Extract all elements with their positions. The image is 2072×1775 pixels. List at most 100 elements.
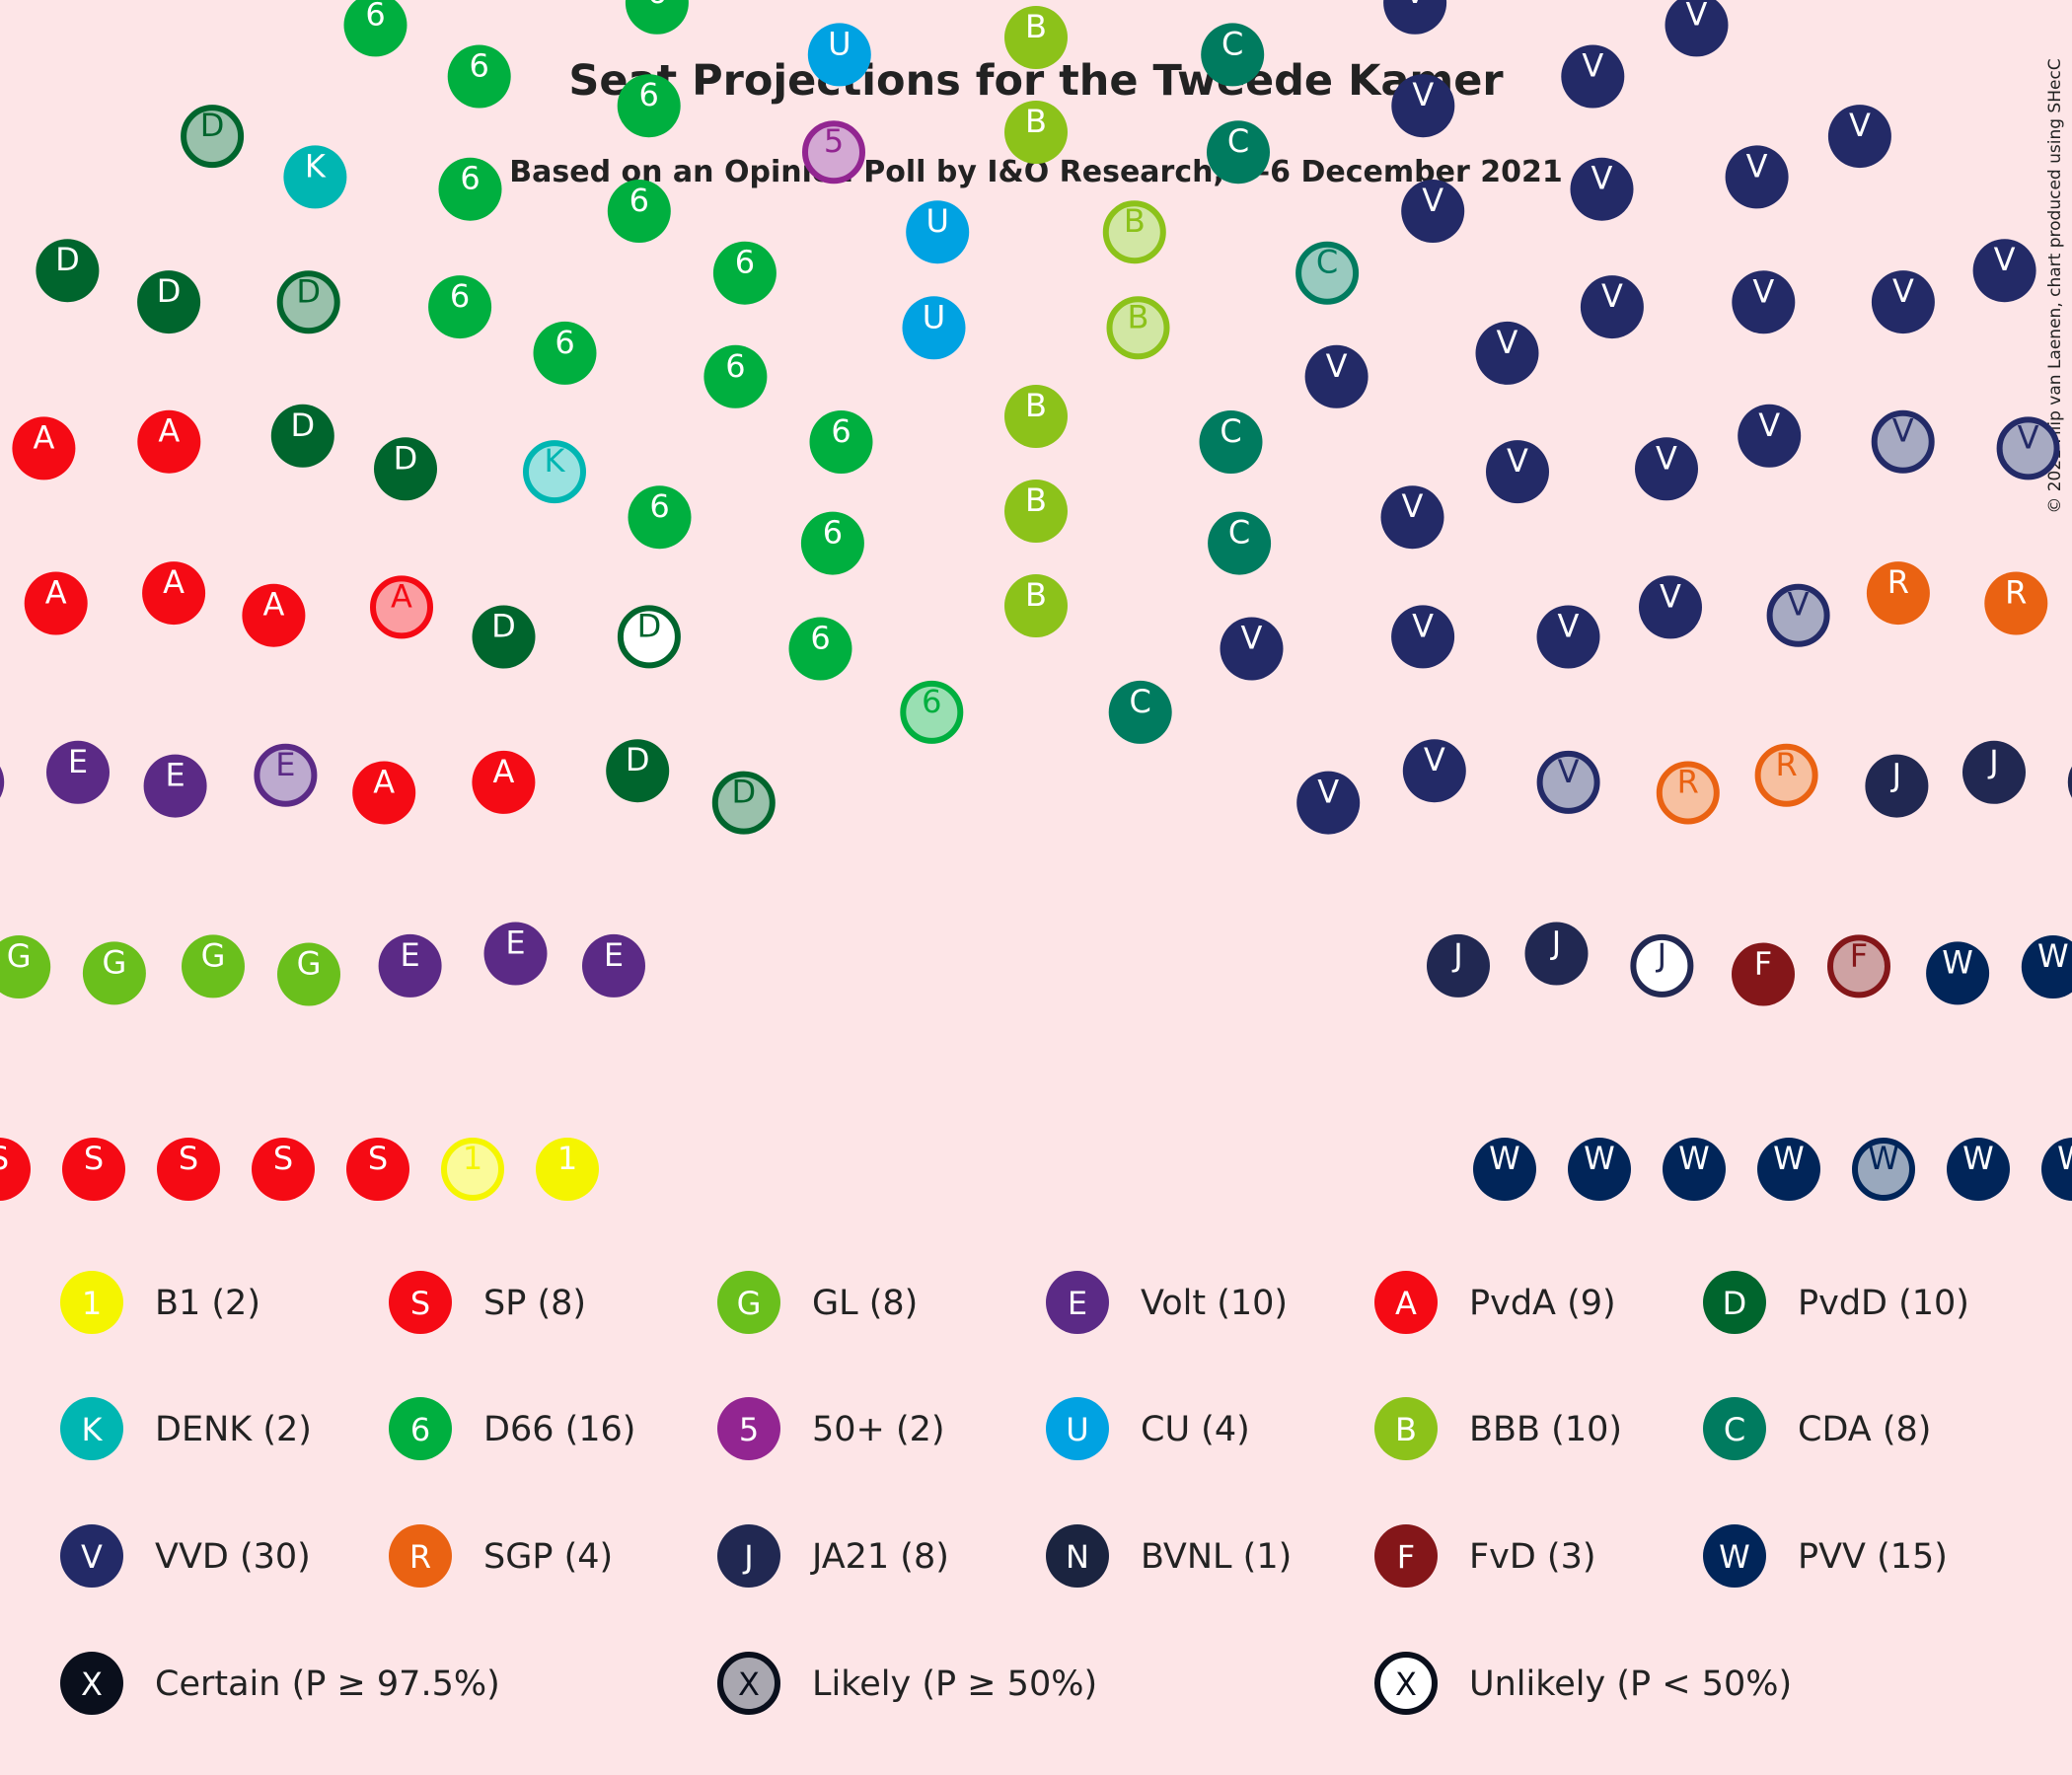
seat-d66: 6	[900, 680, 964, 744]
seat-pvv: W	[2041, 1138, 2072, 1201]
seat-letter: 6	[639, 76, 659, 113]
legend-label: SP (8)	[483, 1284, 586, 1323]
seat-letter: C	[1227, 122, 1249, 160]
seat-bbb: B	[1106, 296, 1170, 360]
seat-letter: J	[742, 1538, 753, 1576]
seat-letter: G	[7, 937, 32, 975]
seat-cu: U	[807, 23, 871, 87]
seat-pvdd: D	[137, 270, 201, 334]
seat-letter: V	[2018, 418, 2039, 456]
seat-letter: A	[373, 764, 395, 801]
seat-letter: D	[637, 607, 662, 644]
seat-letter: B	[1025, 576, 1047, 614]
seat-letter: V	[1326, 347, 1348, 385]
seat-letter: 1	[463, 1140, 482, 1177]
legend-label: Likely (P ≥ 50%)	[812, 1664, 1097, 1704]
legend-label: FvD (3)	[1469, 1537, 1596, 1577]
seat-letter: V	[1788, 586, 1810, 624]
seat-letter: U	[1066, 1411, 1088, 1448]
seat-d66: 6	[788, 617, 852, 681]
seat-pvdd: D	[711, 771, 776, 835]
legend: 1 B1 (2) S SP (8) G GL (8) E Volt (10) A PvdA (9)…	[60, 1271, 1969, 1715]
seat-letter: J	[1451, 936, 1462, 974]
seat-vvd: V	[1383, 0, 1447, 35]
legend-swatch: X	[717, 1652, 780, 1715]
legend-item-pvv: W PVV (15)	[1703, 1524, 1948, 1588]
seat-letter: V	[1686, 0, 1708, 33]
seat-pvda: A	[142, 561, 206, 626]
legend-swatch: W	[1703, 1524, 1766, 1588]
seat-d66: 6	[438, 157, 502, 221]
legend-item-vvd: V VVD (30)	[60, 1524, 311, 1588]
legend-swatch: A	[1374, 1271, 1438, 1334]
seat-letter: 6	[831, 412, 851, 450]
seat-letter: V	[1507, 442, 1528, 480]
seat-letter: S	[410, 1285, 430, 1322]
legend-swatch: G	[717, 1271, 780, 1334]
legend-item-b1: 1 B1 (2)	[60, 1271, 260, 1334]
seat-letter: W	[1942, 943, 1973, 981]
seat-d66: 6	[809, 410, 873, 474]
seat-sgp: R	[1754, 743, 1818, 807]
seat-sgp: R	[1984, 571, 2048, 635]
seat-vvd: V	[1220, 617, 1284, 681]
seat-bbb: B	[1004, 385, 1068, 448]
seat-letter: 6	[810, 620, 830, 657]
seat-pvdd: D	[270, 404, 334, 468]
seat-pvda: A	[137, 409, 201, 474]
seat-letter: V	[1404, 0, 1426, 11]
seat-d66: 6	[625, 0, 689, 35]
seat-letter: V	[1994, 241, 2016, 278]
legend-swatch: K	[60, 1397, 123, 1460]
seat-vvd: V	[1972, 239, 2036, 303]
legend-swatch: R	[389, 1524, 452, 1588]
seat-letter: W	[1719, 1538, 1750, 1576]
seat-vvd: V	[1536, 605, 1600, 669]
legend-swatch: X	[1374, 1652, 1438, 1715]
seat-pvv: W	[1663, 1138, 1726, 1201]
seat-vvd: V	[1304, 344, 1369, 408]
seat-cda: C	[1295, 241, 1360, 305]
seat-letter: J	[1656, 936, 1666, 974]
legend-swatch: X	[60, 1652, 123, 1715]
seat-letter: C	[1220, 412, 1241, 450]
legend-label: D66 (16)	[483, 1410, 635, 1449]
seat-vvd: V	[1570, 157, 1634, 221]
seat-letter: 6	[922, 683, 941, 720]
legend-label: PvdD (10)	[1798, 1284, 1969, 1323]
seat-sgp: R	[1866, 561, 1930, 626]
seat-pvda: A	[12, 416, 76, 481]
seat-letter: A	[391, 577, 412, 615]
seat-vvd: V	[1738, 404, 1802, 468]
seat-vvd: V	[1380, 485, 1444, 550]
seat-volt: E	[46, 740, 110, 804]
legend-label: SGP (4)	[483, 1537, 613, 1577]
seat-letter: E	[165, 757, 185, 794]
legend-swatch: 1	[60, 1271, 123, 1334]
seat-cu: U	[906, 200, 970, 264]
seat-letter: J	[1550, 924, 1561, 962]
seat-letter: W	[2037, 937, 2069, 975]
seat-letter: D	[296, 272, 321, 310]
seat-gl: G	[82, 941, 146, 1005]
seat-vvd: V	[1732, 270, 1796, 334]
seat-50plus: 5	[802, 120, 865, 185]
seat-pvda: A	[472, 750, 536, 814]
seat-letter: C	[1724, 1411, 1745, 1448]
seat-letter: K	[545, 442, 566, 480]
seat-cda: C	[1108, 680, 1172, 744]
seat-letter: E	[400, 936, 419, 974]
seats-group: 11SSSSSSSSGGGGGGGGEEEEEEEEEEAAAAAAAAADDD…	[0, 0, 2072, 1201]
seat-bbb: B	[1004, 6, 1068, 69]
seat-letter: B	[1025, 481, 1047, 519]
seat-vvd: V	[1401, 180, 1465, 243]
seat-vvd: V	[1402, 739, 1466, 803]
seat-sp: S	[157, 1138, 220, 1201]
seat-letter: B	[1025, 103, 1047, 140]
legend-swatch: E	[1046, 1271, 1109, 1334]
seat-ja21: J	[1962, 740, 2026, 804]
seat-letter: V	[1402, 487, 1424, 525]
seat-pvda: A	[242, 583, 306, 647]
seat-letter: F	[1754, 945, 1772, 983]
seat-pvdd: D	[36, 239, 100, 303]
